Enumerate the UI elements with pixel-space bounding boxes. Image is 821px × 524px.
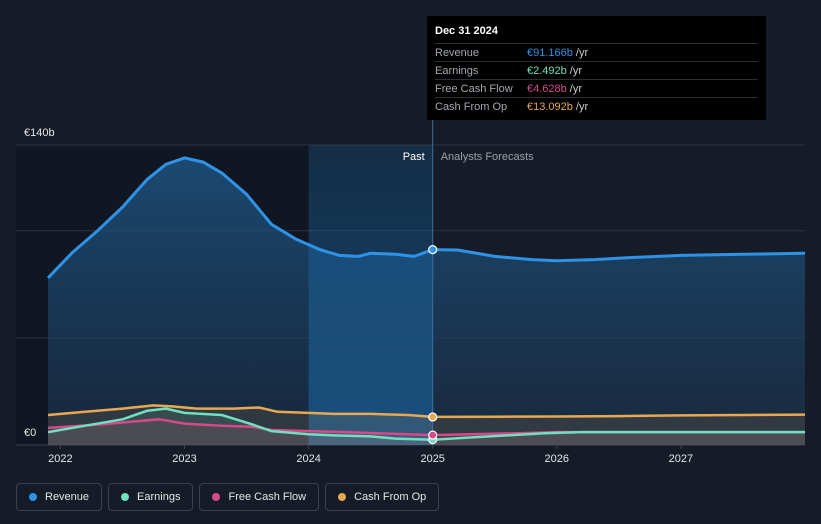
tooltip-series-name: Earnings — [435, 64, 479, 77]
legend-dot-icon — [121, 493, 130, 501]
free-cash-flow-area — [48, 419, 805, 445]
chart-legend: Revenue Earnings Free Cash Flow Cash From O… — [16, 483, 440, 513]
y-axis-zero-label: €0 — [24, 427, 36, 439]
tooltip-series-name: Cash From Op — [435, 100, 508, 113]
tooltip-series-name: Free Cash Flow — [435, 82, 513, 95]
x-tick-label: 2024 — [296, 453, 320, 465]
revenue-marker — [428, 245, 438, 255]
tooltip-date: Dec 31 2024 — [435, 25, 498, 37]
legend-item-cash-from-op[interactable]: Cash From Op — [325, 483, 440, 511]
data-tooltip: Dec 31 2024 Revenue €91.166b/yr Earnings €2… — [427, 16, 766, 120]
earnings-area — [48, 408, 805, 445]
legend-item-free-cash-flow[interactable]: Free Cash Flow — [199, 483, 320, 511]
tooltip-row: Revenue €91.166b/yr — [435, 43, 758, 61]
legend-dot-icon — [338, 493, 347, 501]
tooltip-series-name: Revenue — [435, 46, 480, 59]
legend-item-earnings[interactable]: Earnings — [108, 483, 194, 511]
x-tick-label: 2025 — [420, 453, 444, 465]
revenue-line — [46, 156, 806, 279]
hover-band — [308, 145, 433, 445]
x-tick-label: 2026 — [545, 453, 569, 465]
legend-label: Earnings — [137, 491, 181, 503]
tooltip-row: Earnings €2.492b/yr — [435, 61, 758, 79]
tooltip-unit: /yr — [569, 82, 582, 95]
cash-from-op-line — [47, 404, 806, 419]
forecast-label: Analysts Forecasts — [441, 151, 534, 163]
tooltip-series-value: €91.166b — [527, 46, 573, 59]
tooltip-unit: /yr — [575, 46, 589, 59]
tooltip-series-value: €13.092b — [527, 100, 573, 113]
tooltip-series-value: €2.492b — [527, 64, 567, 77]
tooltip-series-value: €4.628b — [527, 82, 567, 95]
earnings-line — [47, 407, 805, 441]
cash-from-op-area — [48, 405, 805, 445]
x-tick-label: 2023 — [172, 453, 196, 465]
x-tick-label: 2027 — [669, 453, 693, 465]
legend-item-revenue[interactable]: Revenue — [16, 483, 103, 511]
legend-dot-icon — [212, 493, 221, 501]
legend-dot-icon — [29, 493, 37, 501]
past-label: Past — [403, 151, 425, 163]
legend-label: Revenue — [45, 491, 90, 503]
y-axis-top-label: €140b — [24, 127, 55, 139]
x-tick-label: 2022 — [48, 453, 72, 465]
tooltip-row: Free Cash Flow €4.628b/yr — [435, 79, 758, 97]
legend-label: Cash From Op — [354, 491, 427, 503]
cash-from-op-marker — [428, 412, 438, 422]
tooltip-row: Cash From Op €13.092b/yr — [435, 97, 758, 115]
legend-label: Free Cash Flow — [228, 491, 307, 503]
tooltip-unit: /yr — [569, 64, 582, 77]
free-cash-flow-marker — [428, 430, 438, 440]
tooltip-unit: /yr — [575, 100, 589, 113]
